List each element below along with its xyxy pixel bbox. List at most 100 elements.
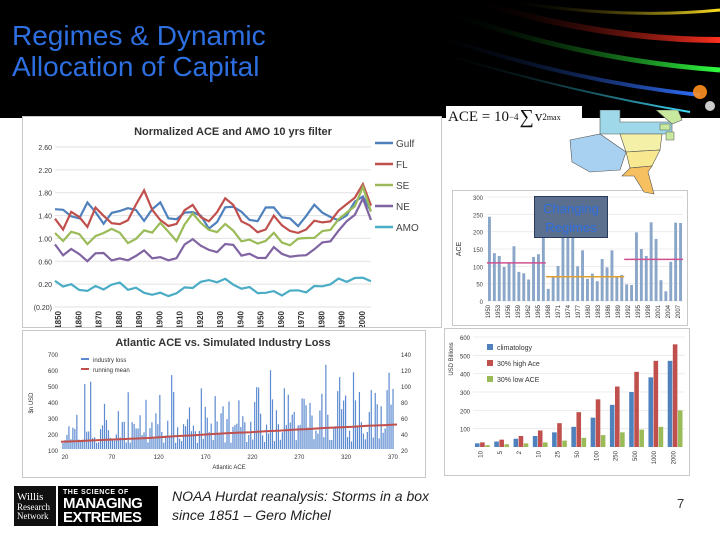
chart4-bar (552, 432, 557, 447)
chart1-ytick-label: 0.60 (38, 259, 52, 266)
chart4-bar (494, 441, 499, 447)
chart4-legend-label: 30% low ACE (497, 377, 540, 384)
chart4-xtick-label: 250 (614, 450, 620, 461)
chart4-ytick-label: 100 (460, 428, 471, 434)
chart1-xtick-label: 2000 (358, 310, 367, 327)
chart4-xtick-label: 500 (633, 450, 639, 461)
chart1-xtick-label: 1900 (155, 310, 164, 327)
chart4-legend-swatch (487, 344, 493, 350)
chart2-bar (674, 222, 678, 301)
us-east-coast-map (569, 110, 683, 195)
chart1-xtick-label: 1850 (54, 310, 63, 327)
chart2-bar (664, 291, 668, 301)
chart1-xtick-label: 1880 (115, 310, 124, 327)
chart1-xtick-label: 1860 (74, 310, 83, 327)
chart1-title: Normalized ACE and AMO 10 yrs filter (134, 126, 333, 138)
chart3-ytick-left: 500 (48, 385, 59, 391)
chart3-ytick-left: 700 (48, 353, 59, 359)
chart3-ytick-left: 100 (48, 449, 59, 455)
chart2-ytick-label: 300 (473, 196, 484, 202)
chart2-bar (654, 238, 658, 301)
chart4-xtick-label: 5 (498, 450, 504, 454)
chart2-xtick-label: 1974 (566, 304, 572, 318)
ace-equation: ACE = 10 −4 ∑ v 2 max (446, 106, 582, 128)
chart1-xtick-label: 1920 (196, 310, 205, 327)
extremes-logo-line-1: MANAGING (63, 495, 143, 512)
chart2-bar (625, 284, 629, 301)
page-number: 7 (677, 496, 685, 511)
chart4-bar (667, 360, 673, 447)
chart3-running-mean-line (60, 423, 398, 443)
chart2-xtick-label: 1995 (636, 304, 642, 318)
chart2-bar (605, 267, 609, 301)
chart1-legend-label: AMO (396, 223, 419, 234)
chart1-series-fl (54, 181, 373, 235)
header-band: Regimes & Dynamic Allocation of Capital (0, 0, 720, 118)
chart4-bar (557, 423, 562, 447)
chart2-xtick-label: 1986 (606, 304, 612, 318)
chart3-ytick-right: 40 (401, 433, 408, 439)
chart1-ytick-label: 1.00 (38, 236, 52, 243)
chart4-bar (504, 444, 510, 447)
chart2-bar (532, 256, 535, 301)
chart4-bar (576, 412, 582, 447)
chart1-series-amo (54, 276, 372, 298)
chart1-ytick-label: 1.80 (38, 191, 52, 198)
chart4-xtick-label: 25 (556, 450, 562, 457)
chart2-bar (635, 232, 638, 301)
chart2-bar (492, 253, 496, 301)
chart2-xtick-label: 1977 (576, 304, 582, 318)
chart2-ytick-label: 200 (473, 231, 484, 237)
chart4-legend-swatch (487, 360, 493, 366)
chart3-xlabel: Atlantic ACE (212, 465, 245, 471)
return-period-chart-panel: 600 500 400 300 200 100 USD Billions 10 5 2 10 25 50… (444, 328, 690, 476)
chart4-ytick-label: 200 (460, 409, 471, 415)
chart2-xtick-label: 1971 (556, 304, 562, 318)
chart2-xtick-label: 1989 (616, 304, 622, 318)
chart2-bar (541, 236, 545, 301)
equation-term: v (534, 108, 543, 125)
ace-loss-bar-chart: Atlantic ACE vs. Simulated Industry Loss… (29, 337, 412, 471)
chart3-ytick-right: 80 (401, 401, 408, 407)
chart1-xtick-label: 1870 (95, 310, 104, 327)
chart4-bar (609, 404, 615, 447)
chart2-bar (595, 281, 599, 301)
chart3-legend-label: industry loss (93, 358, 126, 364)
sum-symbol: ∑ (519, 105, 534, 128)
chart3-xtick-label: 170 (201, 455, 212, 461)
chart3-ytick-left: 300 (48, 417, 59, 423)
chart3-ytick-right: 60 (401, 417, 408, 423)
chart2-bar (507, 262, 511, 301)
chart2-xtick-label: 1968 (546, 304, 552, 318)
chart3-title: Atlantic ACE vs. Simulated Industry Loss (115, 337, 330, 349)
chart4-bar (658, 426, 664, 447)
chart2-bar (586, 278, 589, 301)
chart4-xtick-label: 10 (536, 450, 542, 457)
chart1-series-gulf (54, 194, 372, 231)
chart3-xtick-label: 370 (388, 455, 399, 461)
chart1-legend-label: NE (396, 202, 410, 213)
chart2-bar (576, 266, 580, 301)
chart2-xtick-label: 1950 (486, 304, 492, 318)
chart2-bar (497, 255, 501, 301)
chart2-xtick-label: 1959 (516, 304, 522, 318)
chart1-series-se (54, 183, 373, 247)
light-streaks-graphic (419, 0, 720, 113)
chart1-xtick-label: 1910 (176, 310, 185, 327)
regime-label-line-1: Changing (543, 201, 599, 216)
chart4-xtick-label: 2 (517, 450, 523, 454)
chart3-ytick-right: 100 (401, 385, 412, 391)
chart1-xtick-label: 1960 (277, 310, 286, 327)
chart4-bar (581, 437, 587, 447)
chart4-bar (513, 438, 519, 447)
chart2-bar (669, 261, 673, 301)
chart3-ytick-left: 600 (48, 369, 59, 375)
chart4-xtick-label: 50 (575, 450, 581, 457)
ace-amo-line-chart: Normalized ACE and AMO 10 yrs filter 2.60… (34, 126, 419, 327)
chart4-bar (634, 371, 639, 447)
chart2-xtick-label: 1998 (646, 304, 652, 318)
regime-label-line-2: Regimes (545, 220, 597, 235)
chart1-xtick-label: 1990 (338, 310, 347, 327)
equation-term-sub: max (546, 112, 561, 122)
chart3-ylabel: $n USD (29, 392, 35, 414)
